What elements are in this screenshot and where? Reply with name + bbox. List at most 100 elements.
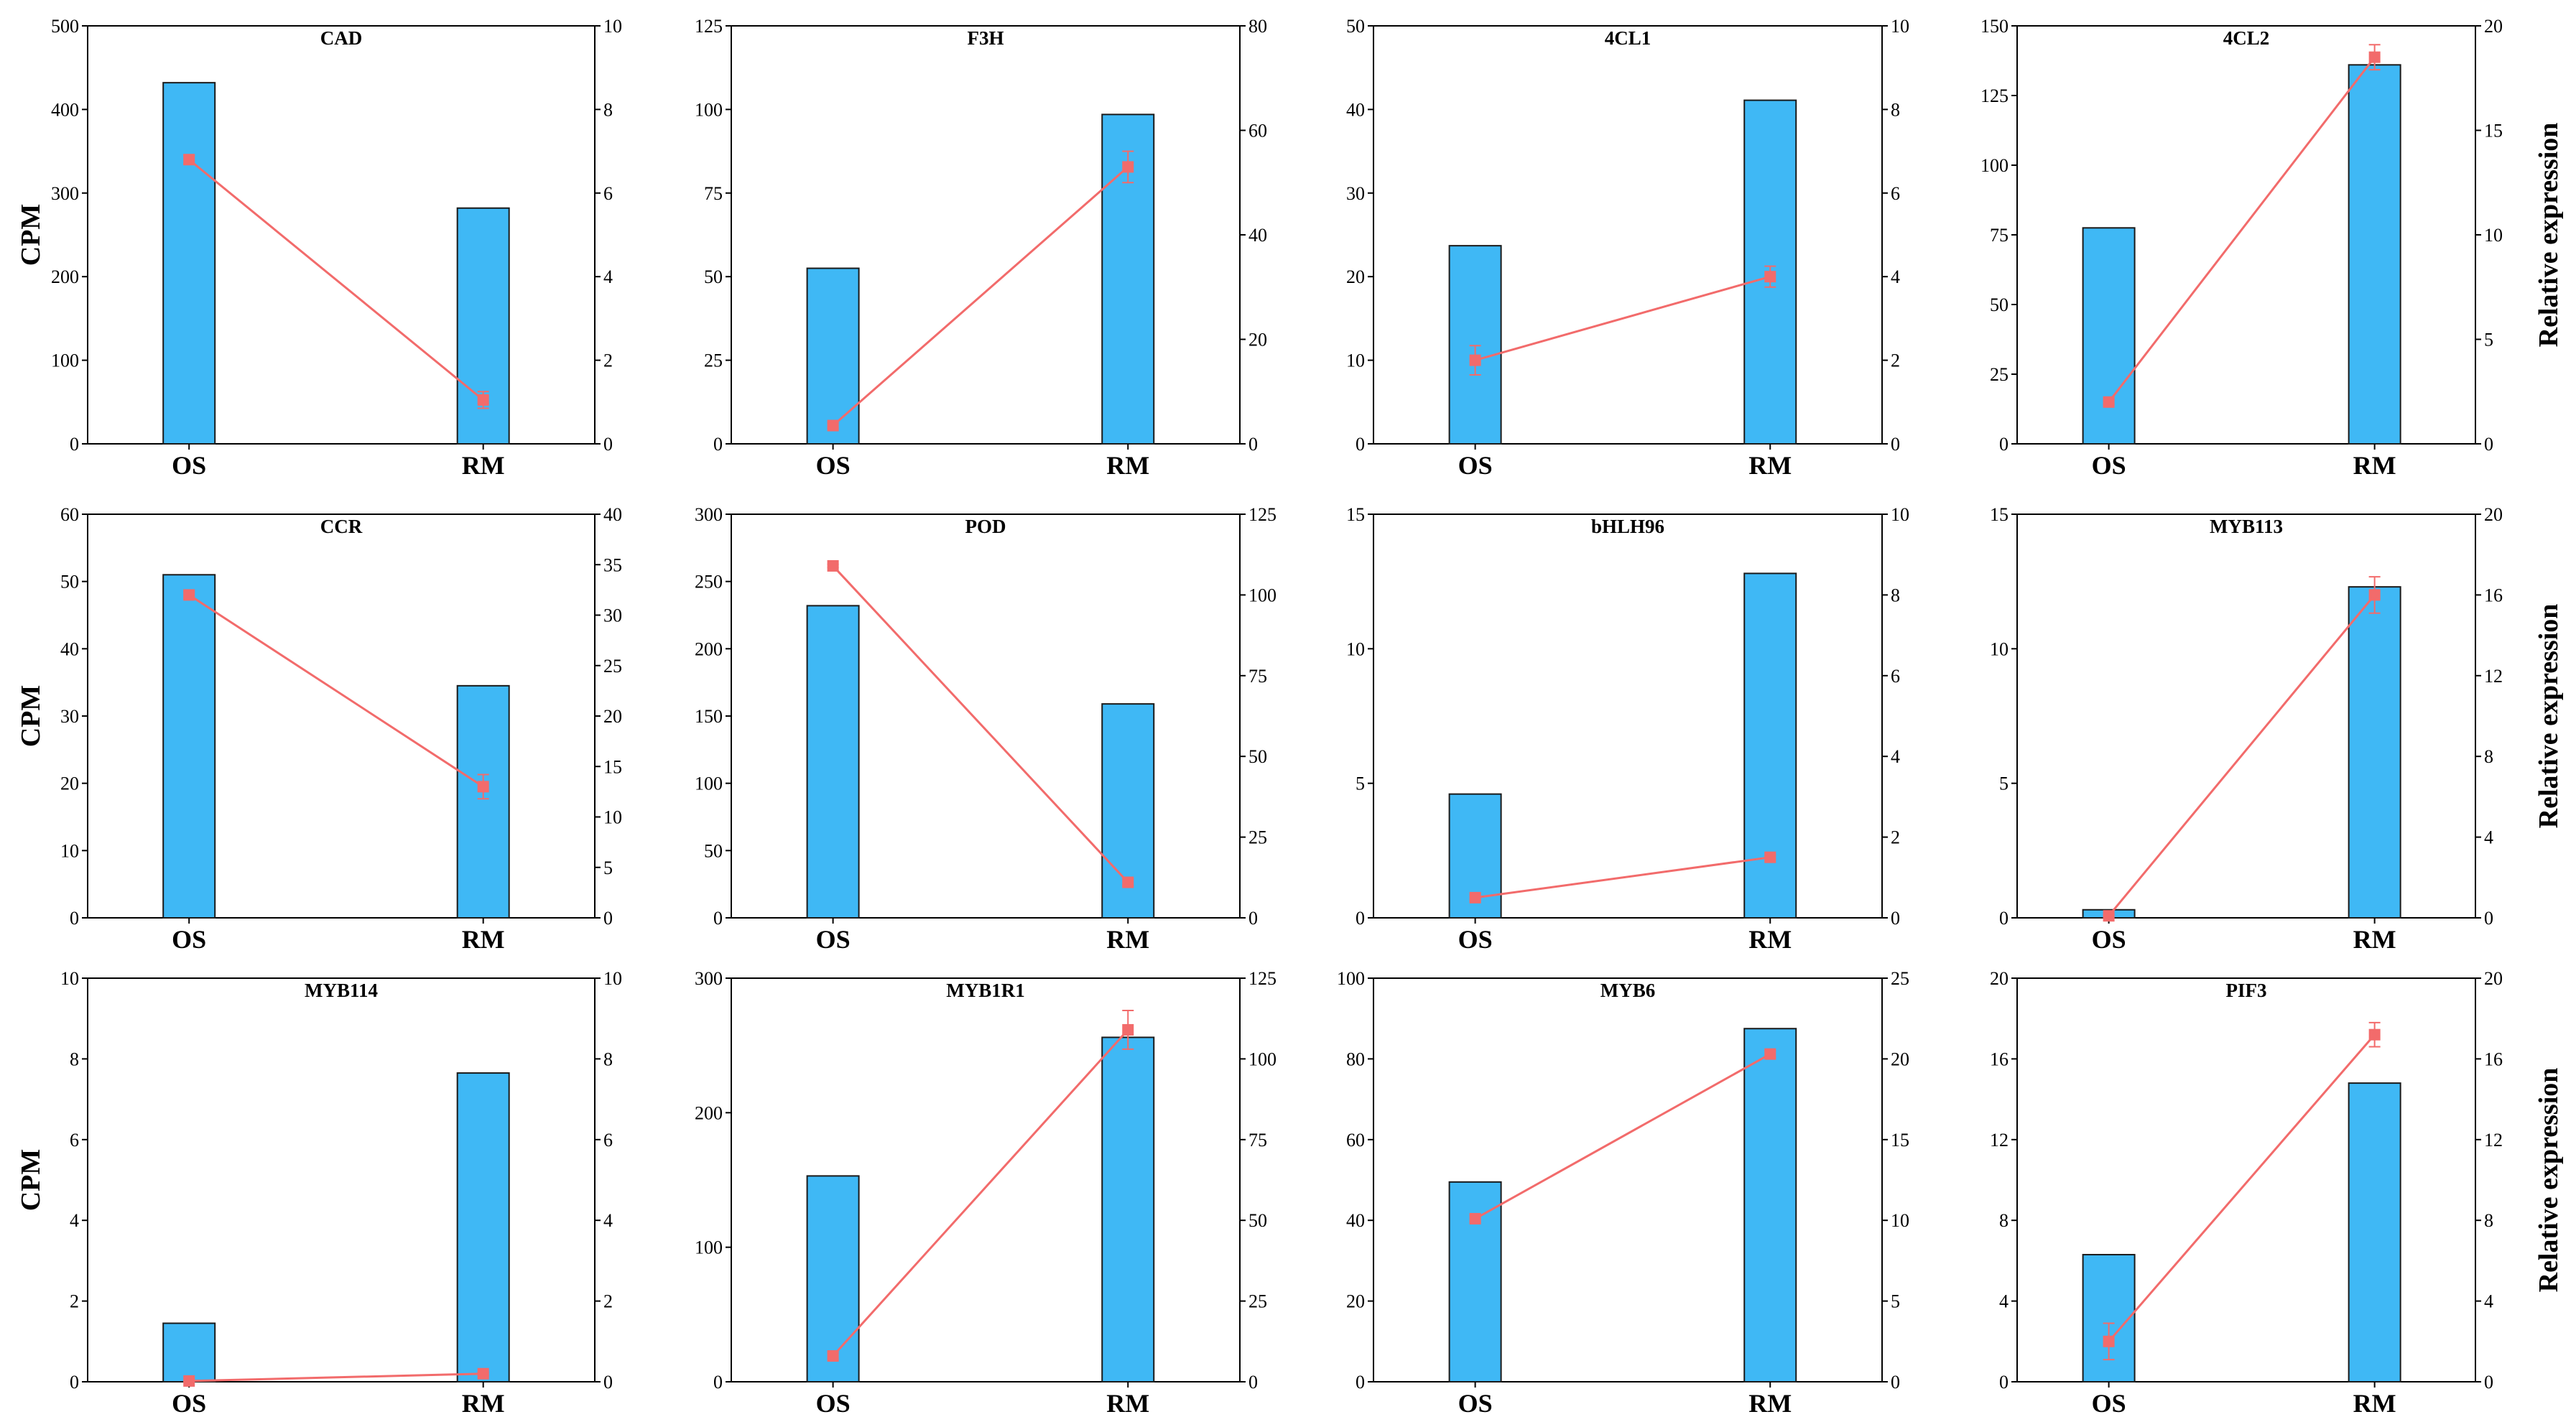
left-tick-label: 400 <box>51 99 79 120</box>
x-tick-label-os: OS <box>172 1389 206 1418</box>
right-tick-label: 8 <box>1891 585 1900 605</box>
left-tick-label: 300 <box>695 504 723 525</box>
right-tick-label: 25 <box>1891 968 1909 989</box>
right-tick-label: 20 <box>1248 330 1267 350</box>
left-tick-label: 100 <box>1980 155 2009 176</box>
left-tick-label: 0 <box>1999 1372 2009 1393</box>
panel-title: 4CL1 <box>1605 27 1651 49</box>
left-tick-label: 0 <box>1356 1372 1365 1393</box>
right-tick-label: 0 <box>603 908 613 929</box>
x-tick-label-rm: RM <box>1106 451 1149 480</box>
left-tick-label: 10 <box>1346 638 1365 659</box>
right-tick-label: 0 <box>603 434 613 455</box>
bar-os <box>162 82 216 445</box>
relative-expression-line <box>832 564 1129 883</box>
right-tick-label: 6 <box>1891 666 1900 687</box>
panel-pif3: 0 4 8 12 16 20 0 4 8 12 16 20 OS RM PIF3 Relative expre… <box>1990 968 2564 1418</box>
right-tick-label: 0 <box>1248 434 1258 455</box>
bar-os <box>2082 227 2136 445</box>
relative-expression-line <box>832 1028 1129 1357</box>
x-tick-label-rm: RM <box>2353 1389 2396 1418</box>
right-tick-label: 0 <box>2484 434 2493 455</box>
bar-os <box>162 574 216 919</box>
panel-title: CCR <box>320 516 363 537</box>
bar-os <box>1448 245 1502 445</box>
right-tick-label: 2 <box>603 350 613 371</box>
left-tick-label: 50 <box>1346 16 1365 37</box>
left-tick-label: 500 <box>51 16 79 37</box>
point-os <box>183 589 195 601</box>
left-tick-label: 150 <box>695 706 723 727</box>
left-tick-label: 50 <box>60 572 79 592</box>
left-tick-label: 60 <box>1346 1130 1365 1151</box>
left-tick-label: 40 <box>1346 1210 1365 1231</box>
left-tick-label: 300 <box>51 183 79 204</box>
right-tick-label: 16 <box>2484 1049 2503 1069</box>
right-tick-label: 6 <box>603 1130 613 1151</box>
panel-title: MYB6 <box>1600 980 1656 1001</box>
panel-title: 4CL2 <box>2223 27 2270 49</box>
plot-frame <box>731 977 1241 1382</box>
right-tick-label: 4 <box>603 1210 613 1231</box>
right-tick-label: 100 <box>1248 1049 1277 1069</box>
x-tick-label-os: OS <box>172 925 206 954</box>
relative-expression-line <box>1475 856 1771 899</box>
relative-expression-line <box>1475 275 1771 362</box>
right-tick-label: 20 <box>2484 968 2503 989</box>
panel-title: POD <box>965 516 1006 537</box>
panel-f3h: 0 25 50 75 100 125 0 20 40 60 80 OS RM F3H <box>695 16 1267 480</box>
left-tick-label: 10 <box>1990 638 2009 659</box>
right-tick-label: 0 <box>1248 908 1258 929</box>
left-tick-label: 20 <box>1346 266 1365 287</box>
right-tick-label: 20 <box>2484 16 2503 37</box>
point-rm <box>2368 589 2381 601</box>
right-tick-label: 6 <box>603 183 613 204</box>
left-tick-label: 2 <box>70 1291 79 1312</box>
point-rm <box>477 394 489 406</box>
x-tick-label-os: OS <box>1458 925 1493 954</box>
panel-title: PIF3 <box>2226 980 2267 1001</box>
right-tick-label: 100 <box>1248 585 1277 605</box>
x-tick-label-os: OS <box>816 1389 851 1418</box>
right-tick-label: 5 <box>1891 1291 1900 1312</box>
left-tick-label: 0 <box>713 434 723 455</box>
x-tick-label-rm: RM <box>1748 451 1792 480</box>
panel-title: MYB114 <box>305 980 378 1001</box>
bar-os <box>162 1322 216 1383</box>
x-tick-label-os: OS <box>2092 1389 2126 1418</box>
left-tick-label: 10 <box>60 968 79 989</box>
right-tick-label: 5 <box>2484 330 2493 350</box>
bar-rm <box>456 684 510 919</box>
right-tick-label: 25 <box>1248 1291 1267 1312</box>
x-tick-label-os: OS <box>816 925 851 954</box>
x-tick-label-os: OS <box>2092 451 2126 480</box>
x-tick-label-os: OS <box>816 451 851 480</box>
plot-frame <box>2016 977 2476 1382</box>
plot-frame <box>1373 25 1883 445</box>
point-os <box>827 1350 839 1362</box>
left-tick-label: 0 <box>70 908 79 929</box>
right-tick-label: 15 <box>1891 1130 1909 1151</box>
left-tick-label: 100 <box>1337 968 1365 989</box>
point-os <box>2103 396 2115 408</box>
right-tick-label: 80 <box>1248 16 1267 37</box>
left-axis-label: CPM <box>16 1149 46 1212</box>
plot-frame <box>1373 514 1883 919</box>
left-tick-label: 75 <box>1990 225 2009 246</box>
panel-myb1r1: 0 100 200 300 0 25 50 75 100 125 OS RM MYB1R1 <box>695 968 1277 1418</box>
right-tick-label: 35 <box>603 554 622 575</box>
right-tick-label: 10 <box>2484 225 2503 246</box>
point-rm <box>1764 851 1776 863</box>
plot-frame <box>2016 514 2476 919</box>
bar-os <box>806 267 860 445</box>
right-tick-label: 75 <box>1248 666 1267 687</box>
left-axis-label: CPM <box>16 685 46 748</box>
right-tick-label: 8 <box>2484 746 2493 767</box>
right-tick-label: 40 <box>603 504 622 525</box>
relative-expression-line <box>188 159 484 401</box>
right-tick-label: 8 <box>603 1049 613 1069</box>
panel-title: CAD <box>320 27 363 49</box>
point-rm <box>477 781 489 793</box>
point-os <box>1469 1212 1481 1224</box>
left-tick-label: 4 <box>1999 1291 2009 1312</box>
